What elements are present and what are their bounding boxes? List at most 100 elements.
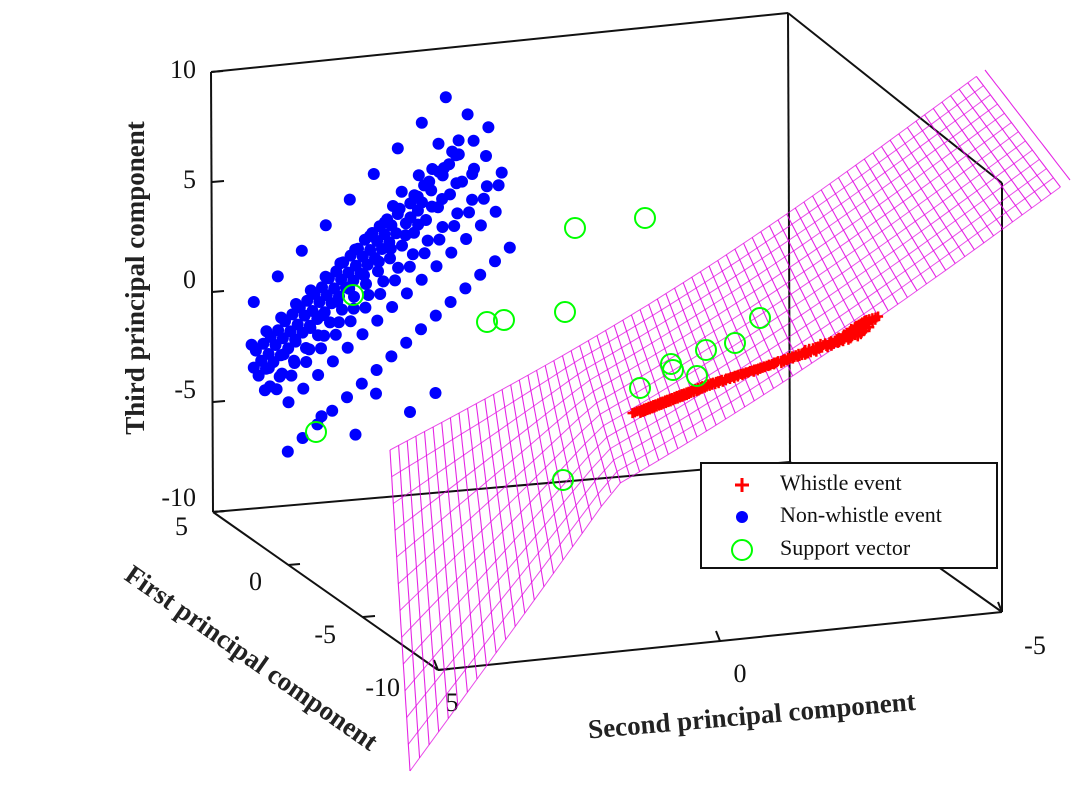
- support-vector-point: [305, 421, 327, 443]
- non-whistle-point: [400, 287, 413, 300]
- surface-mesh-line: [394, 103, 998, 531]
- support-vector-point: [552, 469, 574, 491]
- non-whistle-point: [378, 216, 391, 229]
- non-whistle-point: [429, 309, 442, 322]
- non-whistle-point: [459, 282, 472, 295]
- x-tick-label: 5: [175, 512, 188, 541]
- series-whistle-event: [627, 311, 884, 419]
- support-vector-point: [476, 311, 498, 333]
- non-whistle-point: [489, 205, 502, 218]
- legend: Whistle event Non-whistle event Support …: [700, 462, 998, 569]
- surface-mesh-line: [984, 69, 1071, 181]
- non-whistle-point: [421, 234, 434, 247]
- non-whistle-point: [349, 428, 362, 441]
- surface-mesh-line: [389, 75, 977, 451]
- axis-edge-x: [212, 511, 439, 671]
- non-whistle-point: [304, 284, 317, 297]
- non-whistle-point: [429, 387, 442, 399]
- non-whistle-point: [258, 384, 271, 397]
- z-tick-label: 0: [183, 265, 196, 294]
- non-whistle-point: [355, 377, 368, 390]
- non-whistle-point: [426, 163, 439, 175]
- non-whistle-point: [282, 396, 295, 409]
- non-whistle-point: [384, 242, 397, 255]
- support-vector-point: [342, 284, 364, 306]
- non-whistle-point: [461, 108, 474, 121]
- non-whistle-point: [316, 309, 329, 322]
- non-whistle-point: [300, 356, 313, 368]
- support-vector-point: [634, 207, 656, 229]
- non-whistle-point: [315, 410, 328, 423]
- legend-marker-whistle: [735, 478, 749, 492]
- y-tick-mark: [433, 659, 439, 671]
- non-whistle-point: [436, 221, 449, 233]
- y-tick-mark: [997, 601, 1003, 613]
- support-vector-point: [724, 332, 746, 354]
- axis-edge-back-vertical-right: [787, 12, 791, 463]
- decision-surface: [389, 69, 1071, 772]
- non-whistle-point: [391, 142, 404, 155]
- non-whistle-point: [262, 362, 275, 374]
- non-whistle-point: [474, 219, 487, 232]
- y-tick-label: -5: [1024, 631, 1046, 660]
- non-whistle-point: [374, 288, 387, 300]
- legend-label-whistle: Whistle event: [780, 470, 902, 495]
- x-tick-labels: 5 0 -5 -10: [175, 512, 400, 702]
- support-vector-point: [493, 309, 515, 331]
- non-whistle-point: [275, 311, 288, 324]
- non-whistle-point: [290, 298, 302, 310]
- surface-mesh-line: [397, 122, 1012, 585]
- z-axis-label: Third principal component: [120, 121, 150, 435]
- non-whistle-point: [329, 328, 342, 341]
- y-tick-label: 0: [734, 659, 747, 688]
- non-whistle-point: [245, 338, 258, 351]
- surface-mesh-line: [406, 168, 1047, 718]
- non-whistle-point: [334, 257, 347, 270]
- axis-edge-back-top: [210, 12, 789, 73]
- non-whistle-point: [474, 268, 487, 281]
- non-whistle-point: [433, 233, 446, 246]
- non-whistle-point: [332, 316, 345, 329]
- non-whistle-point: [364, 230, 376, 242]
- non-whistle-point: [451, 207, 464, 220]
- non-whistle-point: [349, 243, 362, 256]
- non-whistle-point: [385, 350, 398, 363]
- non-whistle-point: [452, 148, 465, 161]
- non-whistle-point: [392, 261, 405, 274]
- support-vector-point: [695, 339, 717, 361]
- support-vector-point: [662, 359, 684, 381]
- legend-box: [700, 462, 998, 569]
- non-whistle-point: [303, 343, 316, 356]
- support-vector-point: [629, 377, 651, 399]
- non-whistle-point: [341, 391, 353, 404]
- non-whistle-point: [399, 217, 412, 230]
- non-whistle-point: [343, 193, 356, 206]
- non-whistle-point: [312, 369, 325, 381]
- non-whistle-point: [344, 315, 357, 328]
- non-whistle-point: [482, 121, 495, 134]
- surface-mesh-line: [396, 112, 1005, 558]
- non-whistle-point: [418, 247, 431, 260]
- whistle-point: [627, 408, 638, 419]
- non-whistle-point: [295, 244, 308, 257]
- z-tick-label: 10: [170, 55, 196, 84]
- non-whistle-point: [430, 260, 443, 273]
- non-whistle-point: [495, 166, 508, 179]
- support-vector-point: [554, 301, 576, 323]
- non-whistle-point: [273, 370, 286, 383]
- non-whistle-point: [271, 270, 284, 283]
- non-whistle-point: [444, 188, 456, 201]
- x-tick-label: -10: [365, 673, 400, 702]
- non-whistle-point: [370, 387, 382, 400]
- z-tick-label: 5: [183, 165, 196, 194]
- non-whistle-point: [372, 265, 384, 278]
- non-whistle-point: [304, 322, 317, 334]
- axis-edge-floor-back: [212, 461, 791, 513]
- x-tick-mark: [287, 563, 301, 566]
- non-whistle-point: [480, 150, 492, 162]
- non-whistle-point: [460, 233, 473, 245]
- non-whistle-point: [420, 214, 432, 226]
- non-whistle-point: [247, 361, 260, 374]
- non-whistle-point: [319, 270, 332, 283]
